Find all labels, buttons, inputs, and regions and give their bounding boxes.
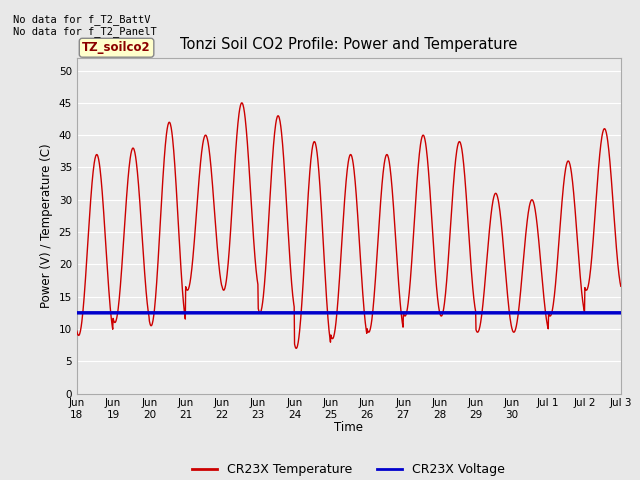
Title: Tonzi Soil CO2 Profile: Power and Temperature: Tonzi Soil CO2 Profile: Power and Temper… [180, 37, 518, 52]
Text: TZ_soilco2: TZ_soilco2 [82, 41, 151, 54]
Legend: CR23X Temperature, CR23X Voltage: CR23X Temperature, CR23X Voltage [188, 458, 510, 480]
Y-axis label: Power (V) / Temperature (C): Power (V) / Temperature (C) [40, 144, 53, 308]
Text: No data for f_T2_BattV: No data for f_T2_BattV [13, 14, 150, 25]
X-axis label: Time: Time [334, 421, 364, 434]
Text: No data for f_T2_PanelT: No data for f_T2_PanelT [13, 26, 157, 37]
